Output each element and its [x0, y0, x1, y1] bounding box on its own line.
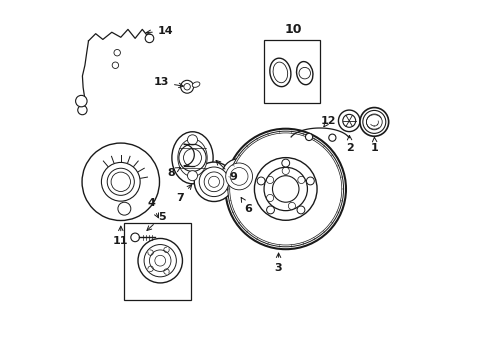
Circle shape	[180, 80, 193, 93]
Circle shape	[187, 135, 197, 145]
Circle shape	[131, 233, 139, 242]
Circle shape	[306, 177, 314, 185]
Text: 9: 9	[216, 161, 237, 183]
Circle shape	[114, 49, 120, 56]
Circle shape	[305, 134, 312, 140]
Circle shape	[272, 176, 298, 202]
Text: 7: 7	[176, 185, 191, 203]
Circle shape	[112, 62, 119, 68]
Circle shape	[264, 167, 307, 211]
Circle shape	[199, 167, 228, 197]
Circle shape	[144, 244, 176, 277]
Circle shape	[155, 255, 165, 266]
Circle shape	[225, 129, 346, 249]
Ellipse shape	[272, 62, 287, 83]
Circle shape	[225, 163, 252, 190]
Circle shape	[183, 149, 201, 167]
Text: 8: 8	[167, 167, 180, 178]
Bar	[124, 223, 190, 300]
Circle shape	[362, 111, 385, 134]
Circle shape	[183, 84, 190, 90]
Circle shape	[138, 238, 182, 283]
Circle shape	[101, 162, 140, 201]
Circle shape	[359, 108, 388, 136]
Circle shape	[266, 206, 274, 214]
Circle shape	[179, 144, 206, 171]
Text: 14: 14	[146, 26, 173, 36]
Circle shape	[257, 177, 264, 185]
Circle shape	[118, 202, 131, 215]
Circle shape	[203, 172, 224, 192]
Circle shape	[366, 114, 382, 130]
Text: 4: 4	[147, 198, 158, 218]
Circle shape	[221, 159, 256, 194]
Text: 1: 1	[370, 137, 378, 153]
Wedge shape	[82, 143, 159, 221]
Ellipse shape	[171, 132, 213, 184]
Circle shape	[227, 131, 343, 247]
Circle shape	[230, 167, 247, 185]
Circle shape	[76, 95, 87, 107]
Circle shape	[229, 133, 341, 245]
Text: 12: 12	[320, 116, 336, 126]
Circle shape	[254, 158, 316, 220]
Text: 10: 10	[285, 23, 302, 36]
Circle shape	[298, 67, 310, 79]
Circle shape	[111, 172, 130, 192]
Circle shape	[342, 114, 355, 127]
Circle shape	[78, 105, 87, 115]
Circle shape	[107, 168, 134, 195]
Ellipse shape	[296, 62, 312, 85]
Ellipse shape	[192, 82, 200, 87]
Bar	[264, 40, 319, 103]
Text: 2: 2	[346, 135, 353, 153]
Circle shape	[296, 206, 304, 214]
Text: 5: 5	[146, 212, 165, 230]
Circle shape	[149, 250, 171, 271]
Text: 13: 13	[153, 77, 183, 87]
Circle shape	[328, 134, 335, 141]
Circle shape	[194, 162, 233, 202]
Ellipse shape	[269, 58, 290, 87]
Text: 6: 6	[241, 197, 251, 214]
Circle shape	[281, 159, 289, 167]
Circle shape	[187, 171, 197, 181]
Text: 3: 3	[274, 253, 282, 273]
Circle shape	[208, 176, 219, 187]
Ellipse shape	[178, 139, 207, 177]
Circle shape	[145, 34, 153, 42]
Text: 11: 11	[113, 226, 128, 246]
Circle shape	[338, 110, 359, 132]
